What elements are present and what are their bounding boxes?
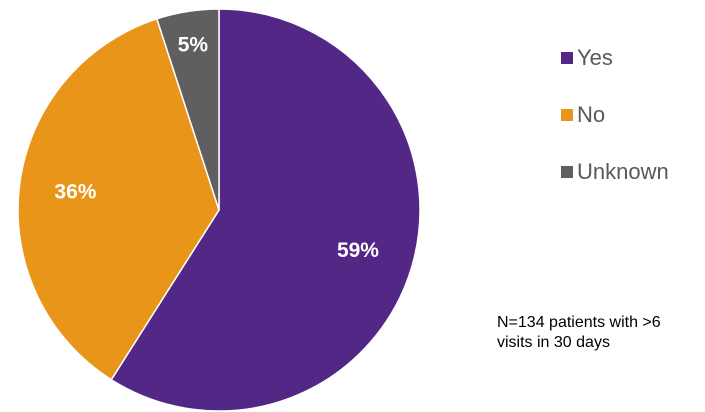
legend-swatch-no [561,109,573,121]
legend-label-yes: Yes [577,45,613,70]
legend-swatch-yes [561,52,573,64]
legend: Yes No Unknown [561,44,669,215]
legend-item-yes: Yes [561,44,669,72]
legend-label-no: No [577,102,606,127]
pie-slice-yes [110,8,421,412]
pie-slice-unknown [155,8,220,211]
slice-label-no: 36% [54,180,96,203]
slice-label-yes: 59% [337,239,379,262]
legend-swatch-unknown [561,166,573,178]
legend-item-no: No [561,101,669,129]
legend-item-unknown: Unknown [561,158,669,186]
pie-slice-no [17,17,220,381]
legend-label-unknown: Unknown [577,159,669,184]
sample-size-note: N=134 patients with >6 visits in 30 days [497,314,661,351]
slice-label-unknown: 5% [178,34,209,57]
